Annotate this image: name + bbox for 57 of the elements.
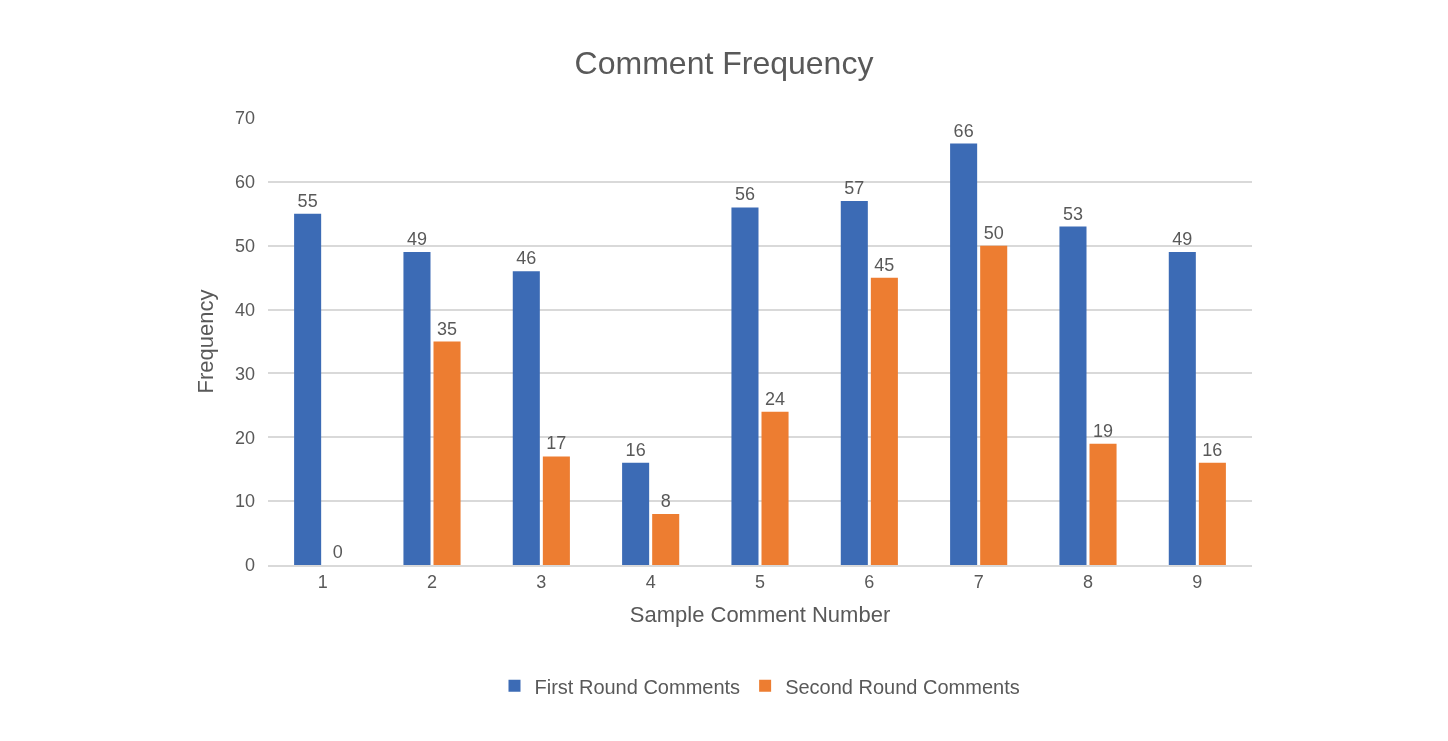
data-label: 16 xyxy=(1202,439,1223,460)
data-label: 0 xyxy=(332,542,343,562)
bar xyxy=(950,143,978,565)
y-tick-label: 20 xyxy=(234,427,255,448)
data-label: 53 xyxy=(1062,203,1083,224)
bar xyxy=(1198,462,1226,565)
legend-label: Second Round Comments xyxy=(785,675,1020,698)
x-axis-title: Sample Comment Number xyxy=(629,601,891,627)
data-label: 35 xyxy=(437,318,458,339)
y-tick-label: 0 xyxy=(244,555,255,576)
x-tick-label: 4 xyxy=(645,572,656,593)
bar xyxy=(433,341,461,565)
y-tick-label: 30 xyxy=(234,363,255,384)
x-tick-label: 3 xyxy=(536,572,547,593)
bar xyxy=(870,277,898,565)
data-label: 8 xyxy=(660,490,671,511)
x-tick-label: 6 xyxy=(864,572,875,593)
y-tick-label: 50 xyxy=(234,236,255,257)
bar xyxy=(652,513,680,565)
y-tick-label: 70 xyxy=(234,108,255,129)
bar xyxy=(1089,443,1117,565)
bar xyxy=(761,411,789,565)
y-tick-label: 40 xyxy=(234,299,255,320)
bar xyxy=(403,252,431,565)
x-tick-label: 7 xyxy=(973,572,984,593)
x-tick-label: 8 xyxy=(1082,572,1094,593)
data-label: 46 xyxy=(516,248,537,269)
y-tick-label: 60 xyxy=(234,172,255,193)
data-label: 24 xyxy=(765,388,786,409)
x-tick-label: 9 xyxy=(1192,572,1203,593)
chart-title: Comment Frequency xyxy=(574,45,874,82)
bar xyxy=(1168,252,1196,565)
data-label: 50 xyxy=(983,222,1004,243)
data-label: 49 xyxy=(1172,229,1193,250)
data-label: 19 xyxy=(1093,420,1114,441)
data-label: 45 xyxy=(874,254,895,275)
x-tick-label: 1 xyxy=(317,572,328,593)
data-label: 17 xyxy=(546,433,567,454)
bar xyxy=(840,201,868,565)
data-label: 49 xyxy=(406,229,427,250)
data-label: 16 xyxy=(625,439,646,460)
bar xyxy=(622,462,650,565)
data-label: 55 xyxy=(297,190,318,211)
bar xyxy=(294,213,322,565)
y-axis-title: Frequency xyxy=(192,289,218,394)
data-label: 57 xyxy=(844,178,865,199)
x-tick-label: 5 xyxy=(754,572,766,593)
data-label: 56 xyxy=(734,184,755,205)
bar xyxy=(731,207,759,565)
bar xyxy=(512,271,540,565)
x-tick-label: 2 xyxy=(426,572,438,593)
bar xyxy=(1059,226,1087,565)
bar xyxy=(980,245,1008,565)
data-label: 66 xyxy=(953,120,974,141)
bar xyxy=(542,456,570,565)
y-tick-label: 10 xyxy=(234,491,255,512)
legend-label: First Round Comments xyxy=(534,675,741,698)
